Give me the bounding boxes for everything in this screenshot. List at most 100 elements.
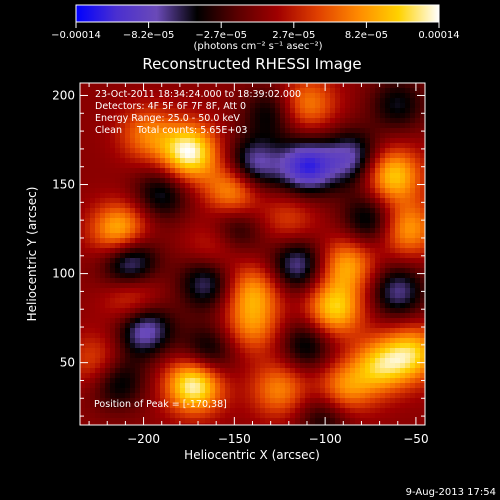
heatmap-cell xyxy=(210,318,216,324)
heatmap-cell xyxy=(320,423,326,425)
heatmap-cell xyxy=(255,388,261,394)
heatmap-cell xyxy=(320,343,326,349)
heatmap-cell xyxy=(225,288,231,294)
heatmap-cell xyxy=(235,133,241,139)
heatmap-cell xyxy=(280,293,286,299)
heatmap-cell xyxy=(410,158,416,164)
heatmap-cell xyxy=(355,398,361,404)
heatmap-cell xyxy=(405,223,411,229)
heatmap-cell xyxy=(100,133,106,139)
heatmap-cell xyxy=(370,248,376,254)
heatmap-cell xyxy=(200,243,206,249)
heatmap-cell xyxy=(215,388,221,394)
heatmap-cell xyxy=(175,253,181,259)
heatmap-cell xyxy=(380,328,386,334)
heatmap-cell xyxy=(300,133,306,139)
heatmap-cell xyxy=(245,328,251,334)
heatmap-cell xyxy=(245,263,251,269)
heatmap-cell xyxy=(190,288,196,294)
heatmap-cell xyxy=(255,288,261,294)
heatmap-cell xyxy=(365,203,371,209)
heatmap-cell xyxy=(215,373,221,379)
heatmap-cell xyxy=(85,368,91,374)
heatmap-cell xyxy=(130,138,136,144)
heatmap-cell xyxy=(190,233,196,239)
heatmap-cell xyxy=(165,233,171,239)
heatmap-cell xyxy=(370,303,376,309)
heatmap-cell xyxy=(330,258,336,264)
heatmap-cell xyxy=(330,178,336,184)
heatmap-cell xyxy=(155,83,161,89)
heatmap-cell xyxy=(380,353,386,359)
heatmap-cell xyxy=(260,228,266,234)
heatmap-cell xyxy=(145,213,151,219)
heatmap-cell xyxy=(385,278,391,284)
heatmap-cell xyxy=(110,388,116,394)
heatmap-cell xyxy=(110,183,116,189)
heatmap-cell xyxy=(95,108,101,114)
heatmap-cell xyxy=(350,163,356,169)
heatmap-cell xyxy=(300,308,306,314)
heatmap-cell xyxy=(400,393,406,399)
heatmap-cell xyxy=(230,273,236,279)
heatmap-cell xyxy=(165,348,171,354)
heatmap-cell xyxy=(335,153,341,159)
heatmap-cell xyxy=(335,283,341,289)
heatmap-cell xyxy=(275,123,281,129)
heatmap-cell xyxy=(205,398,211,404)
heatmap-cell xyxy=(130,178,136,184)
heatmap-cell xyxy=(415,103,421,109)
heatmap-cell xyxy=(400,373,406,379)
heatmap-cell xyxy=(100,233,106,239)
heatmap-cell xyxy=(260,133,266,139)
heatmap-cell xyxy=(105,328,111,334)
heatmap-cell xyxy=(185,123,191,129)
heatmap-cell xyxy=(220,418,226,424)
heatmap-cell xyxy=(130,318,136,324)
heatmap-cell xyxy=(145,123,151,129)
heatmap-cell xyxy=(155,128,161,134)
heatmap-cell xyxy=(420,173,425,179)
heatmap-cell xyxy=(360,258,366,264)
heatmap-cell xyxy=(230,343,236,349)
heatmap-cell xyxy=(245,388,251,394)
heatmap-cell xyxy=(215,198,221,204)
heatmap-cell xyxy=(395,113,401,119)
heatmap-cell xyxy=(375,148,381,154)
heatmap-cell xyxy=(175,403,181,409)
heatmap-cell xyxy=(220,368,226,374)
heatmap-cell xyxy=(385,298,391,304)
heatmap-cell xyxy=(400,173,406,179)
heatmap-cell xyxy=(115,173,121,179)
heatmap-cell xyxy=(375,103,381,109)
heatmap-cell xyxy=(95,228,101,234)
heatmap-cell xyxy=(245,158,251,164)
heatmap-cell xyxy=(215,393,221,399)
heatmap-cell xyxy=(230,218,236,224)
heatmap-cell xyxy=(120,348,126,354)
heatmap-cell xyxy=(140,128,146,134)
heatmap-cell xyxy=(105,178,111,184)
heatmap-cell xyxy=(270,163,276,169)
heatmap-cell xyxy=(115,213,121,219)
heatmap-cell xyxy=(120,333,126,339)
heatmap-cell xyxy=(95,333,101,339)
heatmap-cell xyxy=(250,328,256,334)
heatmap-cell xyxy=(300,313,306,319)
heatmap-cell xyxy=(285,218,291,224)
heatmap-cell xyxy=(165,183,171,189)
heatmap-cell xyxy=(395,373,401,379)
heatmap-cell xyxy=(205,158,211,164)
heatmap-cell xyxy=(200,233,206,239)
heatmap-cell xyxy=(185,378,191,384)
heatmap-cell xyxy=(355,288,361,294)
heatmap-cell xyxy=(265,88,271,94)
heatmap-cell xyxy=(130,298,136,304)
heatmap-cell xyxy=(125,398,131,404)
heatmap-cell xyxy=(420,133,425,139)
heatmap-cell xyxy=(120,368,126,374)
heatmap-cell xyxy=(365,98,371,104)
heatmap-cell xyxy=(305,348,311,354)
heatmap-cell xyxy=(145,158,151,164)
heatmap-cell xyxy=(340,273,346,279)
